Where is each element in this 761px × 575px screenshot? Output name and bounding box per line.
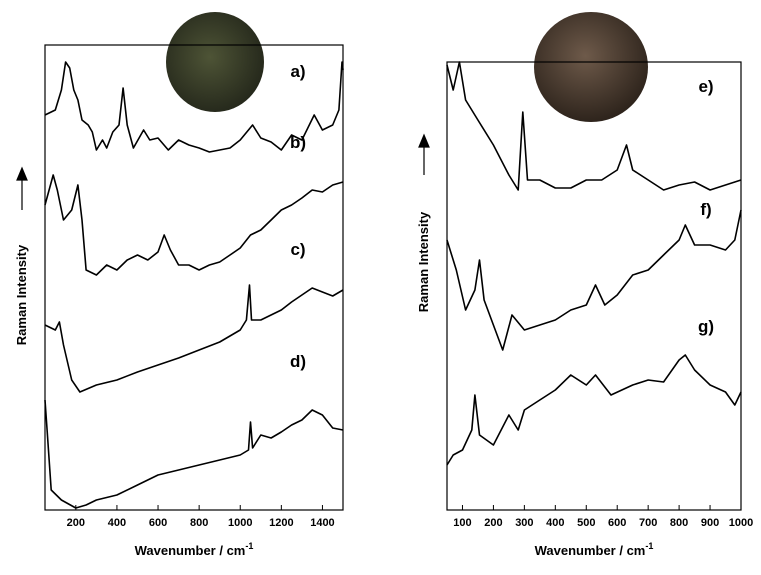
x-axis-label-text: Wavenumber / cm <box>535 543 646 558</box>
x-tick-label: 500 <box>577 517 595 529</box>
spectrum-label: c) <box>290 240 305 259</box>
spectrum-label: f) <box>700 200 711 219</box>
x-tick-label: 1000 <box>228 517 252 529</box>
spectrum-label: e) <box>698 77 713 96</box>
x-tick-label: 1400 <box>310 517 334 529</box>
spectrum-label: a) <box>290 62 305 81</box>
spectrum-line <box>45 175 343 275</box>
x-axis-label-superscript: -1 <box>645 541 653 551</box>
x-tick-label: 700 <box>639 517 657 529</box>
x-axis-label: Wavenumber / cm-1 <box>535 541 654 558</box>
x-tick-label: 1000 <box>729 517 753 529</box>
x-tick-label: 600 <box>149 517 167 529</box>
x-tick-label: 600 <box>608 517 626 529</box>
x-tick-label: 1200 <box>269 517 293 529</box>
x-tick-label: 900 <box>701 517 719 529</box>
x-tick-label: 200 <box>67 517 85 529</box>
x-axis-label-superscript: -1 <box>245 541 253 551</box>
spectrum-label: b) <box>290 133 306 152</box>
page: {"chart_data": [ {"type": "line", "xlabe… <box>0 0 761 570</box>
coin-image <box>534 12 648 122</box>
x-tick-label: 400 <box>546 517 564 529</box>
spectrum-line <box>447 355 741 465</box>
spectrum-label: d) <box>290 352 306 371</box>
spectrum-line <box>447 210 741 350</box>
spectrum-line <box>45 400 343 508</box>
spectrum-line <box>45 285 343 392</box>
y-axis-label: Raman Intensity <box>14 244 29 345</box>
x-tick-label: 200 <box>484 517 502 529</box>
spectrum-label: g) <box>698 317 714 336</box>
x-tick-label: 300 <box>515 517 533 529</box>
x-tick-label: 800 <box>190 517 208 529</box>
coin-image <box>166 12 264 112</box>
figure: a) b) c) d) 200 400 600 800 1000 1200 1400 Wavenumb… <box>0 0 761 570</box>
plot-frame <box>45 45 343 510</box>
x-axis-label: Wavenumber / cm-1 <box>135 541 254 558</box>
x-tick-label: 800 <box>670 517 688 529</box>
y-axis-label: Raman Intensity <box>416 211 431 312</box>
x-tick-label: 100 <box>453 517 471 529</box>
x-tick-label: 400 <box>108 517 126 529</box>
x-axis-label-text: Wavenumber / cm <box>135 543 246 558</box>
